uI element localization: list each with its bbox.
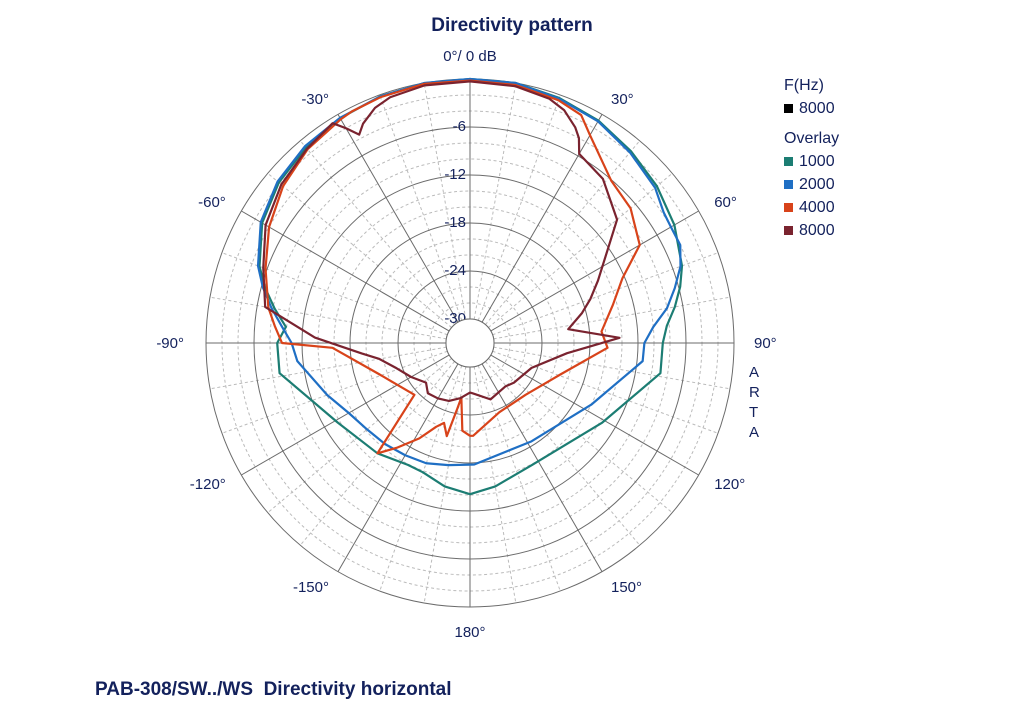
svg-text:60°: 60° <box>714 194 737 211</box>
svg-text:-12: -12 <box>444 166 466 183</box>
svg-text:30°: 30° <box>611 91 634 108</box>
svg-text:-6: -6 <box>453 118 466 135</box>
svg-text:-120°: -120° <box>190 476 226 493</box>
svg-text:-150°: -150° <box>293 579 329 596</box>
svg-text:120°: 120° <box>714 476 745 493</box>
svg-text:-18: -18 <box>444 214 466 231</box>
svg-text:90°: 90° <box>754 335 777 352</box>
svg-text:-24: -24 <box>444 262 466 279</box>
svg-text:-30°: -30° <box>301 91 329 108</box>
svg-text:150°: 150° <box>611 579 642 596</box>
svg-text:180°: 180° <box>454 624 485 641</box>
svg-text:0°/ 0 dB: 0°/ 0 dB <box>443 48 497 65</box>
svg-text:-60°: -60° <box>198 194 226 211</box>
svg-text:-90°: -90° <box>156 335 184 352</box>
